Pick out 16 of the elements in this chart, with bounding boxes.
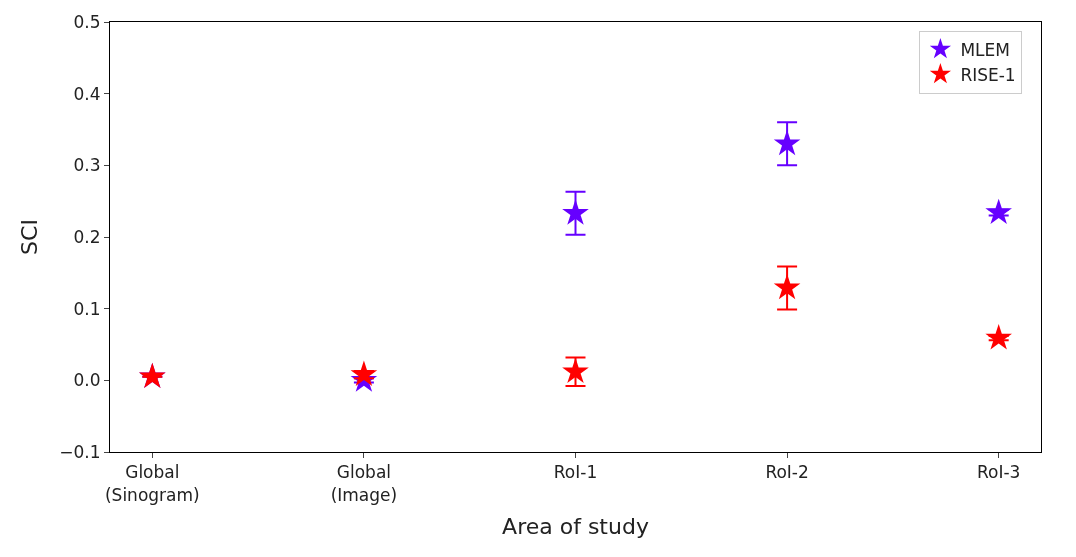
y-tick-label: 0.5	[73, 11, 101, 32]
x-tick-label: RoI-3	[976, 462, 1021, 483]
y-tick-label: −0.1	[59, 441, 101, 462]
x-tick-label: RoI-1	[553, 462, 598, 483]
y-tick-label: 0.2	[73, 226, 101, 247]
y-tick-label: 0.3	[73, 155, 101, 176]
legend-label: MLEM	[960, 39, 1010, 60]
legend-label: RISE-1	[960, 64, 1016, 85]
x-tick-label: Global (Sinogram)	[104, 462, 200, 505]
y-tick-label: 0.4	[73, 83, 101, 104]
x-axis-title: Area of study	[502, 514, 649, 540]
x-tick-label: Global (Image)	[330, 462, 398, 505]
y-tick-label: 0.1	[73, 298, 101, 319]
y-tick-label: 0.0	[73, 370, 101, 391]
y-axis-title: SCI	[17, 219, 43, 255]
x-tick-label: RoI-2	[765, 462, 809, 483]
